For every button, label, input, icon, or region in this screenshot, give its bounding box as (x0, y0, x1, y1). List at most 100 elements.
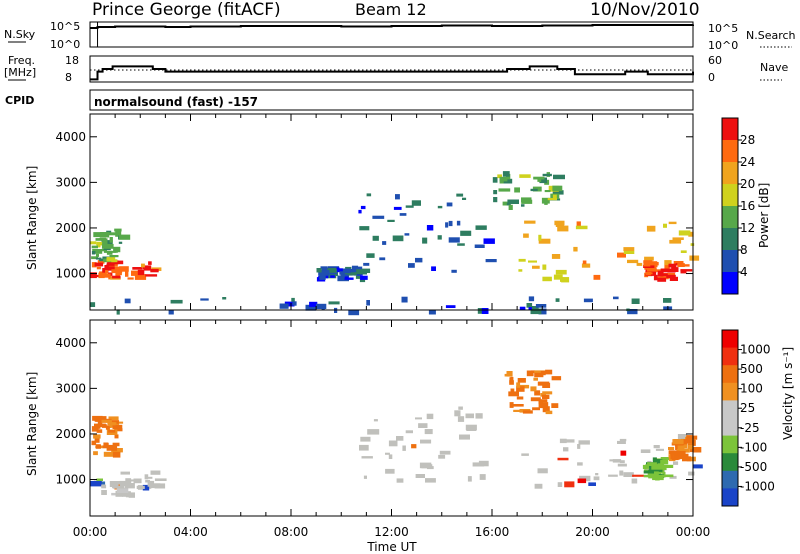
scatter-cell (446, 202, 453, 207)
scatter-cell (457, 243, 465, 246)
scatter-cell (669, 276, 678, 281)
scatter-cell (95, 238, 103, 241)
scatter-cell (509, 380, 514, 385)
scatter-cell (677, 434, 688, 440)
scatter-cell (623, 251, 635, 254)
scatter-cell (663, 223, 667, 228)
y-tick-label: 4000 (55, 130, 86, 144)
scatter-cell (118, 241, 123, 244)
scatter-cell (337, 268, 343, 272)
scatter-cell (623, 247, 635, 252)
scatter-cell (617, 252, 626, 258)
scatter-cell (105, 232, 118, 236)
colorbar-tick-label: 500 (740, 362, 763, 376)
scatter-cell (530, 188, 538, 192)
scatter-cell (662, 464, 674, 468)
scatter-cell (513, 409, 522, 412)
scatter-cell (114, 428, 123, 432)
scatter-cell (645, 271, 653, 275)
scatter-cell (114, 434, 119, 439)
scatter-cell (94, 436, 100, 443)
scatter-cell (692, 464, 703, 469)
scatter-cell (358, 209, 362, 214)
scatter-cell (540, 370, 546, 376)
scatter-cell (647, 462, 657, 466)
scatter-cell (577, 444, 581, 449)
scatter-cell (655, 269, 664, 272)
scatter-cell (448, 220, 453, 227)
scatter-cell (583, 298, 593, 303)
scatter-cell (519, 306, 526, 310)
scatter-cell (124, 298, 131, 304)
scatter-cell (103, 451, 116, 457)
scatter-cell (91, 251, 96, 255)
y-tick-label: 3000 (55, 175, 86, 189)
scatter-cell (645, 464, 649, 469)
scatter-cell (101, 243, 114, 249)
scatter-cell (141, 263, 145, 268)
nave-label: Nave (760, 61, 788, 74)
scatter-cell (534, 390, 541, 396)
scatter-cell (387, 219, 395, 222)
scatter-cell (631, 478, 638, 484)
scatter-cell (508, 391, 519, 397)
scatter-cell (457, 416, 465, 422)
scatter-cell (680, 270, 687, 274)
scatter-cell (366, 300, 370, 306)
scatter-cell (553, 274, 563, 280)
scatter-cell (360, 275, 368, 280)
scatter-cell (518, 258, 526, 262)
velocity-panel: 1000 2000 3000 4000 00:00 04:00 08:00 12:00 16:0… (25, 319, 795, 554)
scatter-cell (424, 429, 433, 435)
scatter-cell (660, 268, 672, 273)
scatter-cell (113, 485, 125, 489)
scatter-cell (439, 450, 451, 455)
y-tick-label: 3000 (55, 381, 86, 395)
scatter-cell (689, 255, 700, 261)
scatter-cell (669, 239, 682, 244)
scatter-cell (538, 238, 551, 244)
scatter-cell (128, 492, 135, 498)
scatter-cell (320, 266, 328, 270)
scatter-cell (475, 413, 483, 419)
scatter-cell (552, 185, 563, 192)
colorbar-swatch (722, 228, 738, 251)
colorbar-swatch (722, 382, 738, 401)
colorbar-tick-label: -1000 (740, 479, 775, 493)
scatter-cell (672, 237, 684, 240)
scatter-cell (479, 474, 486, 480)
scatter-cell (153, 483, 161, 488)
scatter-cell (523, 233, 529, 238)
colorbar-tick-label: 12 (740, 221, 755, 235)
scatter-cell (361, 456, 373, 459)
scatter-cell (106, 250, 113, 255)
scatter-cell (530, 306, 539, 310)
velocity-xlabel: Time UT (366, 540, 417, 554)
colorbar-tick-label: -25 (740, 421, 760, 435)
scatter-cell (661, 273, 668, 277)
scatter-cell (647, 267, 657, 271)
cpid-label: CPID (5, 94, 34, 107)
scatter-cell (677, 445, 685, 451)
scatter-cell (657, 459, 663, 464)
scatter-cell (682, 456, 691, 462)
scatter-cell (499, 176, 508, 182)
scatter-cell (105, 426, 110, 430)
colorbar-tick-label: 100 (740, 382, 763, 396)
scatter-cell (545, 369, 553, 375)
x-tick-label: 20:00 (575, 525, 610, 539)
scatter-cell (339, 268, 351, 274)
colorbar-tick-label: 1000 (740, 343, 771, 357)
scatter-cell (555, 298, 560, 302)
freq-panel: Freq. [MHz] 18 8 60 0 Nave (4, 54, 788, 84)
scatter-cell (472, 462, 485, 467)
scatter-cell (359, 226, 370, 231)
scatter-cell (392, 235, 404, 242)
scatter-cell (137, 269, 145, 276)
scatter-cell (671, 455, 679, 461)
scatter-cell (581, 263, 591, 268)
scatter-cell (125, 478, 132, 482)
x-tick-label: 12:00 (374, 525, 409, 539)
scatter-cell (106, 444, 118, 451)
scatter-cell (415, 417, 422, 420)
